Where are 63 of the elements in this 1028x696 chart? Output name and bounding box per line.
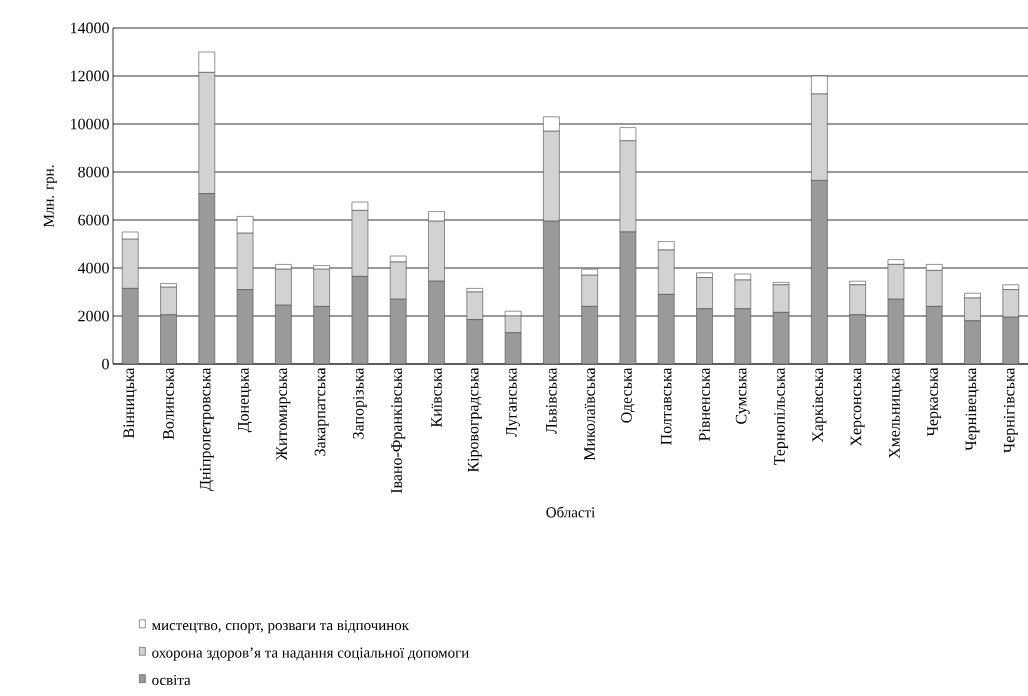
x-tick-label: Івано-Франківська — [391, 367, 406, 494]
x-tick-label: Тернопільська — [774, 367, 789, 466]
legend-label: охорона здоров’я та надання соціальної допомоги — [152, 647, 469, 661]
bar — [275, 304, 292, 364]
y-tick-label: 4000 — [77, 262, 109, 274]
x-tick-label: Львівська — [546, 367, 557, 434]
bar — [198, 193, 216, 364]
bar — [121, 288, 139, 364]
x-tick-label: Одеська — [621, 367, 635, 423]
bar — [313, 306, 330, 364]
bar — [543, 220, 560, 364]
x-tick-label: Миколаївська — [584, 367, 595, 461]
bar — [657, 294, 675, 364]
x-tick-label: Волинська — [163, 367, 174, 440]
bar — [696, 308, 713, 364]
bar — [313, 268, 330, 307]
y-tick-label: 6000 — [78, 214, 109, 226]
x-tick-label: Сумська — [735, 367, 750, 424]
x-tick-label: Херсонська — [850, 367, 865, 447]
bar — [1002, 316, 1020, 364]
x-tick-label: Вінницька — [123, 367, 138, 439]
x-tick-label: Хмельницька — [889, 367, 903, 459]
legend-label: мистецтво, спорт, розваги та відпочинок — [151, 620, 409, 634]
bar — [772, 284, 790, 313]
bar — [428, 280, 445, 364]
x-tick-label: Черкаська — [927, 367, 942, 437]
bar — [849, 284, 866, 316]
x-tick-label: Чернівецька — [965, 367, 980, 451]
x-tick-label: Житомирська — [276, 367, 291, 461]
y-tick-label: 0 — [102, 358, 109, 370]
x-tick-label: Київська — [431, 367, 442, 428]
x-tick-label: Полтавська — [660, 367, 672, 445]
bar — [734, 308, 752, 364]
x-tick-label: Кіровоградська — [467, 367, 482, 473]
x-axis-title: Області — [546, 506, 595, 518]
bar — [160, 286, 177, 316]
y-tick-label: 10000 — [71, 118, 109, 130]
x-tick-label: Луганська — [506, 367, 521, 437]
x-tick-label: Закарпатська — [314, 367, 329, 456]
y-tick-label: 12000 — [71, 70, 109, 82]
y-tick-label: 8000 — [78, 166, 109, 178]
bar — [160, 314, 177, 364]
bar — [389, 298, 407, 364]
x-tick-label: Дніпропетровська — [199, 367, 214, 491]
bar — [849, 314, 866, 364]
y-tick-label: 14000 — [71, 22, 109, 34]
bar — [964, 297, 981, 322]
bar — [581, 306, 598, 364]
x-tick-label: Рівненська — [699, 367, 710, 441]
bar — [466, 291, 484, 320]
x-tick-label: Донецька — [238, 367, 252, 433]
y-tick-label: 2000 — [78, 310, 109, 322]
legend-label: освіта — [152, 674, 191, 686]
x-tick-label: Чернігівська — [1003, 367, 1018, 454]
bar — [466, 319, 484, 364]
y-axis-title: Млн. грн. — [43, 165, 57, 227]
x-tick-label: Харківська — [812, 367, 827, 443]
bar — [275, 268, 292, 306]
bar — [964, 320, 981, 364]
bar — [925, 306, 943, 364]
bar — [504, 315, 522, 334]
x-tick-label: Запорізька — [352, 367, 367, 439]
bar — [811, 180, 828, 364]
